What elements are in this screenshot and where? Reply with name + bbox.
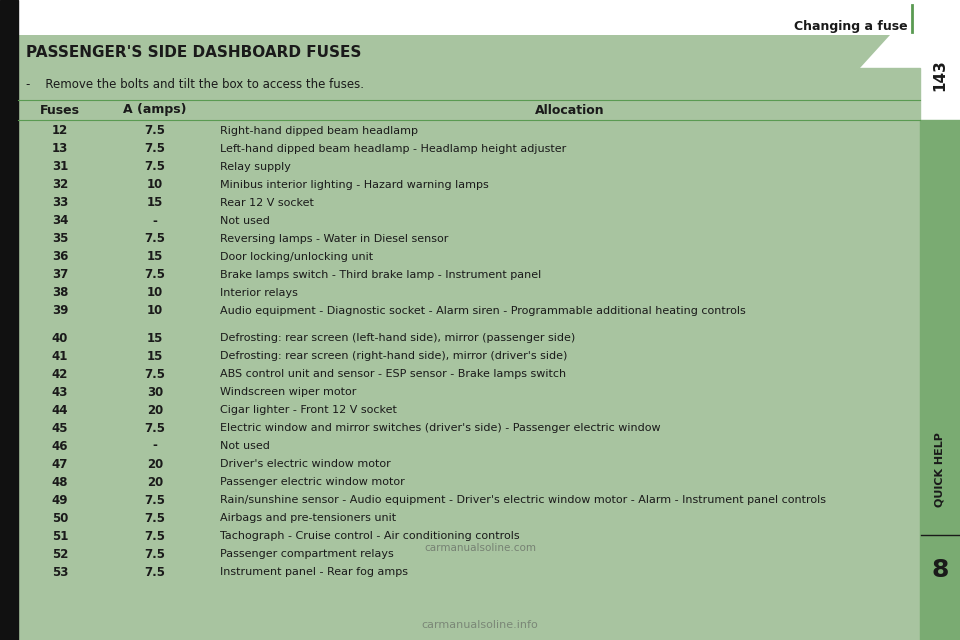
Text: Passenger compartment relays: Passenger compartment relays [220, 549, 394, 559]
Text: Instrument panel - Rear fog amps: Instrument panel - Rear fog amps [220, 567, 408, 577]
Text: 10: 10 [147, 179, 163, 191]
Text: Reversing lamps - Water in Diesel sensor: Reversing lamps - Water in Diesel sensor [220, 234, 448, 244]
Text: Airbags and pre-tensioners unit: Airbags and pre-tensioners unit [220, 513, 396, 523]
Text: 10: 10 [147, 287, 163, 300]
Text: Allocation: Allocation [535, 104, 605, 116]
Text: 37: 37 [52, 269, 68, 282]
Polygon shape [18, 35, 890, 68]
Text: Rear 12 V socket: Rear 12 V socket [220, 198, 314, 208]
Text: 32: 32 [52, 179, 68, 191]
Text: 52: 52 [52, 547, 68, 561]
Text: Door locking/unlocking unit: Door locking/unlocking unit [220, 252, 373, 262]
Text: Defrosting: rear screen (right-hand side), mirror (driver's side): Defrosting: rear screen (right-hand side… [220, 351, 567, 361]
Text: Minibus interior lighting - Hazard warning lamps: Minibus interior lighting - Hazard warni… [220, 180, 489, 190]
Text: 44: 44 [52, 403, 68, 417]
Text: Windscreen wiper motor: Windscreen wiper motor [220, 387, 356, 397]
Text: 35: 35 [52, 232, 68, 246]
Bar [18, 68, 920, 640]
Text: Defrosting: rear screen (left-hand side), mirror (passenger side): Defrosting: rear screen (left-hand side)… [220, 333, 575, 343]
Text: A (amps): A (amps) [123, 104, 187, 116]
Text: 7.5: 7.5 [145, 547, 165, 561]
Text: Fuses: Fuses [40, 104, 80, 116]
Text: 53: 53 [52, 566, 68, 579]
Text: Audio equipment - Diagnostic socket - Alarm siren - Programmable additional heat: Audio equipment - Diagnostic socket - Al… [220, 306, 746, 316]
Text: 41: 41 [52, 349, 68, 362]
Text: 7.5: 7.5 [145, 422, 165, 435]
Text: 40: 40 [52, 332, 68, 344]
Text: 15: 15 [147, 332, 163, 344]
Text: 50: 50 [52, 511, 68, 525]
Text: 7.5: 7.5 [145, 529, 165, 543]
Text: Passenger electric window motor: Passenger electric window motor [220, 477, 405, 487]
Text: Left-hand dipped beam headlamp - Headlamp height adjuster: Left-hand dipped beam headlamp - Headlam… [220, 144, 566, 154]
Text: 15: 15 [147, 196, 163, 209]
Text: 7.5: 7.5 [145, 511, 165, 525]
Text: Relay supply: Relay supply [220, 162, 291, 172]
Text: 7.5: 7.5 [145, 143, 165, 156]
Text: 46: 46 [52, 440, 68, 452]
Text: 8: 8 [931, 558, 948, 582]
Text: 33: 33 [52, 196, 68, 209]
Text: 13: 13 [52, 143, 68, 156]
Text: -    Remove the bolts and tilt the box to access the fuses.: - Remove the bolts and tilt the box to a… [26, 78, 364, 91]
Text: carmanualsoline.com: carmanualsoline.com [424, 543, 536, 553]
Text: Cigar lighter - Front 12 V socket: Cigar lighter - Front 12 V socket [220, 405, 396, 415]
Text: ABS control unit and sensor - ESP sensor - Brake lamps switch: ABS control unit and sensor - ESP sensor… [220, 369, 566, 379]
Text: 7.5: 7.5 [145, 269, 165, 282]
Text: Changing a fuse: Changing a fuse [794, 20, 908, 33]
Text: 34: 34 [52, 214, 68, 227]
Text: Interior relays: Interior relays [220, 288, 298, 298]
Text: 39: 39 [52, 305, 68, 317]
Text: 7.5: 7.5 [145, 367, 165, 381]
Text: -: - [153, 440, 157, 452]
Text: carmanualsoline.info: carmanualsoline.info [421, 620, 539, 630]
Text: Not used: Not used [220, 216, 270, 226]
Text: 38: 38 [52, 287, 68, 300]
Bar [920, 120, 960, 640]
Text: 47: 47 [52, 458, 68, 470]
Text: Tachograph - Cruise control - Air conditioning controls: Tachograph - Cruise control - Air condit… [220, 531, 519, 541]
Text: 49: 49 [52, 493, 68, 506]
Text: 31: 31 [52, 161, 68, 173]
Text: Right-hand dipped beam headlamp: Right-hand dipped beam headlamp [220, 126, 418, 136]
Text: 36: 36 [52, 250, 68, 264]
Text: -: - [153, 214, 157, 227]
Text: 20: 20 [147, 403, 163, 417]
Text: 42: 42 [52, 367, 68, 381]
Text: 30: 30 [147, 385, 163, 399]
Text: 15: 15 [147, 250, 163, 264]
Text: 45: 45 [52, 422, 68, 435]
Text: 43: 43 [52, 385, 68, 399]
Text: 51: 51 [52, 529, 68, 543]
Text: 12: 12 [52, 125, 68, 138]
Text: 48: 48 [52, 476, 68, 488]
Text: 7.5: 7.5 [145, 232, 165, 246]
Text: Brake lamps switch - Third brake lamp - Instrument panel: Brake lamps switch - Third brake lamp - … [220, 270, 541, 280]
Text: 15: 15 [147, 349, 163, 362]
Text: Not used: Not used [220, 441, 270, 451]
Text: 7.5: 7.5 [145, 161, 165, 173]
Text: 7.5: 7.5 [145, 125, 165, 138]
Text: Driver's electric window motor: Driver's electric window motor [220, 459, 391, 469]
Text: 7.5: 7.5 [145, 566, 165, 579]
Text: 20: 20 [147, 458, 163, 470]
Text: 10: 10 [147, 305, 163, 317]
Text: 20: 20 [147, 476, 163, 488]
Bar [0, 0, 18, 640]
Text: QUICK HELP: QUICK HELP [935, 433, 945, 508]
Text: 143: 143 [932, 59, 948, 91]
Text: Rain/sunshine sensor - Audio equipment - Driver's electric window motor - Alarm : Rain/sunshine sensor - Audio equipment -… [220, 495, 826, 505]
Text: PASSENGER'S SIDE DASHBOARD FUSES: PASSENGER'S SIDE DASHBOARD FUSES [26, 45, 361, 60]
Text: Electric window and mirror switches (driver's side) - Passenger electric window: Electric window and mirror switches (dri… [220, 423, 660, 433]
Text: 7.5: 7.5 [145, 493, 165, 506]
